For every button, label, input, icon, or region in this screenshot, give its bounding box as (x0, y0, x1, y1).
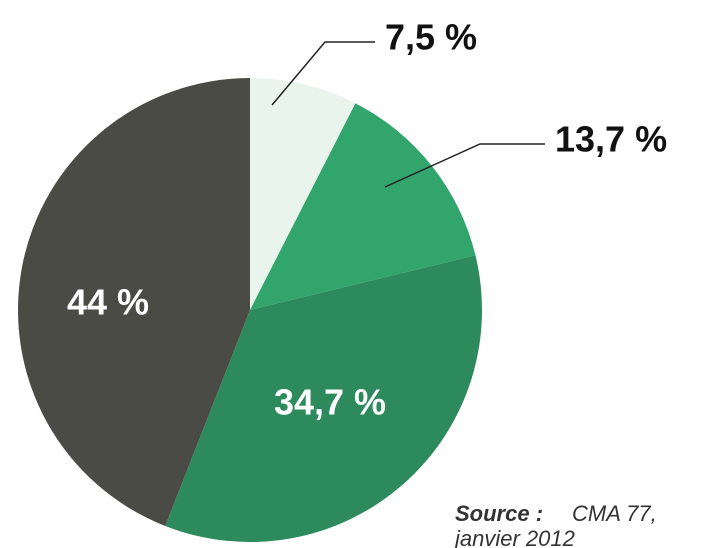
pie-slice (165, 255, 482, 542)
pie-slice (18, 78, 251, 526)
pie-slice (250, 103, 476, 311)
source-label: Source : (455, 501, 543, 526)
value-label: 34,7 % (274, 382, 386, 423)
value-label: 7,5 % (385, 17, 477, 58)
leader-line (271, 41, 375, 106)
value-label: 44 % (67, 282, 149, 323)
source-text: CMA 77, (572, 501, 657, 526)
pie-slice (250, 78, 356, 310)
source-text: janvier 2012 (452, 526, 575, 548)
leader-line (384, 143, 545, 188)
value-label: 13,7 % (555, 119, 667, 160)
